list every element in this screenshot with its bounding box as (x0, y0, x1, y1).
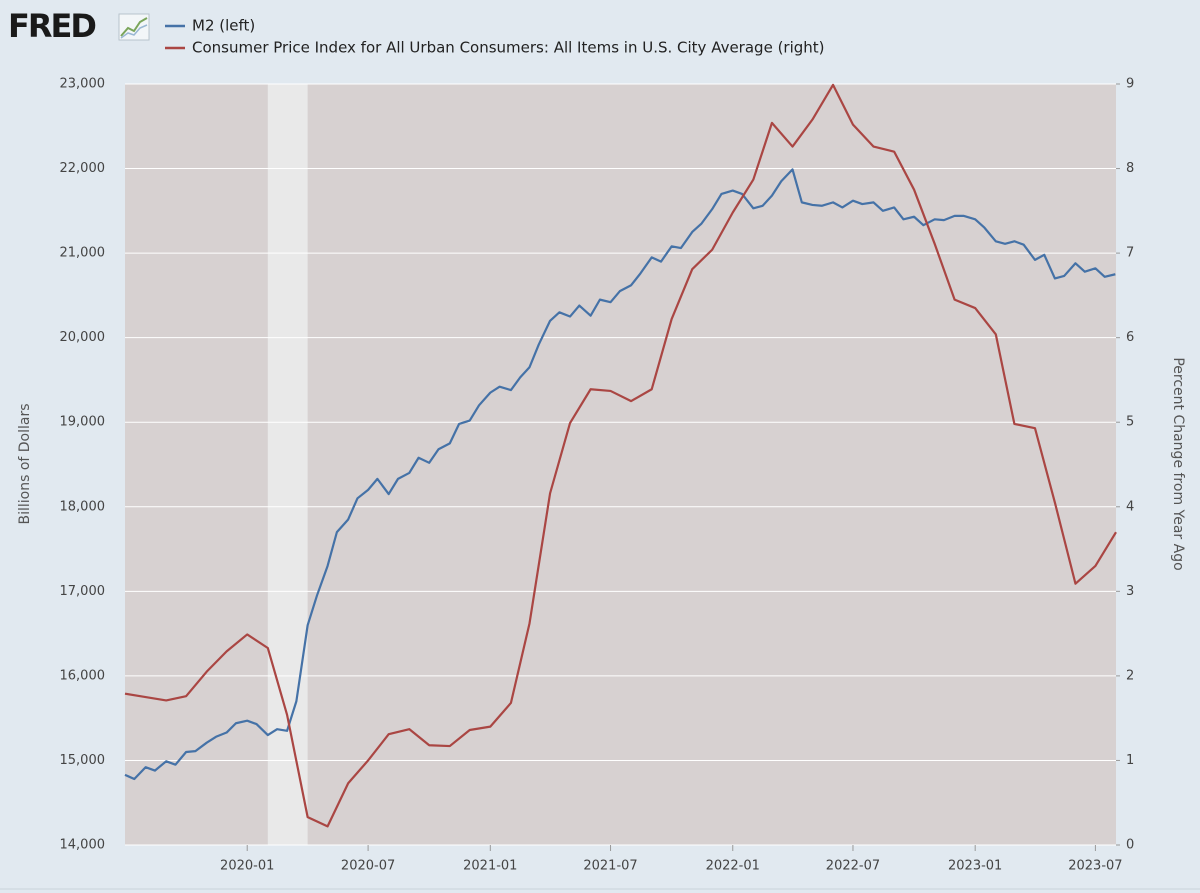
y-tick-label: 14,000 (60, 838, 106, 853)
series-line (124, 83, 1117, 828)
y-tick-label: 18,000 (60, 499, 106, 514)
y-tick-label: 21,000 (60, 246, 106, 261)
x-tick-label: 2021-07 (583, 859, 637, 874)
y2-tick-label: 9 (1126, 77, 1134, 92)
y2-tick-label: 4 (1126, 499, 1134, 514)
y2-tick-label: 3 (1126, 584, 1134, 599)
series-line (124, 168, 1116, 781)
y2-tick-label: 6 (1126, 330, 1134, 345)
x-tick-label: 2020-07 (341, 859, 395, 874)
y-tick-label: 22,000 (60, 161, 106, 176)
y2-tick-label: 0 (1126, 838, 1134, 853)
y2-tick-label: 2 (1126, 668, 1134, 683)
x-tick-label: 2023-07 (1068, 859, 1122, 874)
y-tick-label: 20,000 (60, 330, 106, 345)
y-axis-title: Billions of Dollars (17, 403, 33, 524)
y2-tick-label: 8 (1126, 161, 1134, 176)
legend-label: Consumer Price Index for All Urban Consu… (192, 39, 825, 57)
y2-tick-label: 1 (1126, 753, 1134, 768)
x-tick-label: 2022-07 (826, 859, 880, 874)
x-tick-label: 2021-01 (463, 859, 517, 874)
y-tick-label: 19,000 (60, 415, 106, 430)
logo: FRED (8, 7, 95, 45)
y2-tick-label: 7 (1126, 246, 1134, 261)
x-tick-label: 2020-01 (220, 859, 274, 874)
y2-axis-title: Percent Change from Year Ago (1170, 357, 1186, 570)
logo-icon (118, 13, 150, 41)
y-tick-label: 16,000 (60, 668, 106, 683)
y-tick-label: 23,000 (60, 77, 106, 92)
legend-label: M2 (left) (192, 17, 255, 35)
x-tick-label: 2023-01 (948, 859, 1002, 874)
y2-tick-label: 5 (1126, 415, 1134, 430)
y-tick-label: 17,000 (60, 584, 106, 599)
y-tick-label: 15,000 (60, 753, 106, 768)
x-tick-label: 2022-01 (706, 859, 760, 874)
